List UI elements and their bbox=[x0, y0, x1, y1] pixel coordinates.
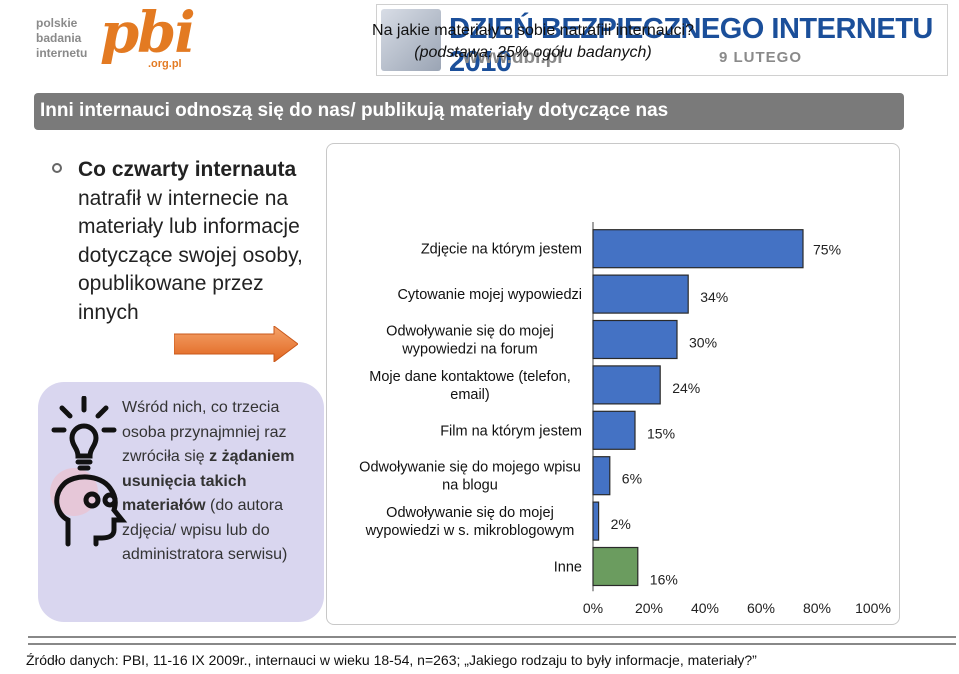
data-label-1: 34% bbox=[700, 289, 728, 305]
bullet-icon bbox=[52, 163, 62, 173]
data-label-2: 30% bbox=[689, 335, 717, 351]
chart-subtitle: (podstawa: 25% ogółu badanych) bbox=[414, 44, 652, 61]
bar-3 bbox=[592, 365, 661, 405]
bar-0 bbox=[592, 229, 804, 269]
banner-title: DZIEŃ BEZPIECZNEGO INTERNETU 2010 bbox=[449, 13, 933, 78]
category-label-4: Film na którym jestem bbox=[440, 423, 582, 439]
person-idea-icon bbox=[50, 396, 128, 547]
x-tick-label-4: 80% bbox=[803, 600, 831, 616]
banner-url: www.dbi.pl bbox=[463, 47, 563, 68]
data-label-7: 16% bbox=[650, 572, 678, 588]
x-tick-label-1: 20% bbox=[635, 600, 663, 616]
lead-bold: Co czwarty internauta bbox=[78, 158, 297, 181]
category-label-1: Cytowanie mojej wypowiedzi bbox=[397, 287, 582, 303]
bar-5 bbox=[592, 456, 611, 496]
bar-6 bbox=[592, 501, 600, 541]
category-label-5: Odwoływanie się do mojego wpisu na blogu bbox=[359, 460, 581, 494]
pbi-logo-mark: pbi bbox=[100, 0, 196, 66]
highlight-panel: Wśród nich, co trzecia osoba przynajmnie… bbox=[38, 382, 324, 622]
pbi-logo-domain: .org.pl bbox=[148, 58, 182, 70]
chart-title: Na jakie materiały o sobie natrafili int… bbox=[372, 22, 694, 39]
x-tick-label-5: 100% bbox=[855, 600, 891, 616]
banner-flag-icon bbox=[381, 9, 441, 71]
data-label-4: 15% bbox=[647, 425, 675, 441]
dbi-banner: DZIEŃ BEZPIECZNEGO INTERNETU 2010 www.db… bbox=[376, 4, 948, 78]
right-arrow-icon bbox=[174, 326, 298, 362]
bar-2 bbox=[592, 319, 678, 360]
panel-text: Wśród nich, co trzecia osoba przynajmnie… bbox=[122, 399, 295, 563]
category-label-3: Moje dane kontaktowe (telefon, email) bbox=[369, 369, 571, 403]
panel-bold: z żądaniem usunięcia takich materiałów bbox=[122, 448, 295, 514]
data-label-3: 24% bbox=[672, 380, 700, 396]
category-label-0: Zdjęcie na którym jestem bbox=[421, 242, 582, 258]
source-note: Źródło danych: PBI, 11-16 IX 2009r., int… bbox=[26, 652, 757, 668]
category-label-6: Odwoływanie się do mojej wypowiedzi w s. … bbox=[365, 505, 575, 539]
pbi-logo: polskie badania internetu pbi .org.pl bbox=[36, 0, 226, 74]
footer-rule-top bbox=[28, 636, 956, 638]
x-tick-label-0: 0% bbox=[583, 600, 603, 616]
x-tick-label-2: 40% bbox=[691, 600, 719, 616]
bar-4 bbox=[592, 410, 636, 450]
footer-rule-bottom bbox=[28, 643, 956, 645]
bar-1 bbox=[592, 274, 689, 314]
pbi-logo-small-text: polskie badania internetu bbox=[36, 16, 88, 60]
category-label-7: Inne bbox=[554, 560, 582, 576]
slide-title-bar: Inni internauci odnoszą się do nas/ publ… bbox=[34, 93, 904, 130]
bar-7 bbox=[592, 546, 639, 587]
banner-date: 9 LUTEGO bbox=[719, 49, 803, 66]
lead-rest: natrafił w internecie na materiały lub i… bbox=[78, 186, 303, 324]
slide-title: Inni internauci odnoszą się do nas/ publ… bbox=[40, 100, 669, 121]
data-label-0: 75% bbox=[813, 242, 841, 258]
category-label-2: Odwoływanie się do mojej wypowiedzi na fo… bbox=[386, 324, 554, 358]
data-label-6: 2% bbox=[611, 516, 631, 532]
x-tick-label-3: 60% bbox=[747, 600, 775, 616]
data-label-5: 6% bbox=[622, 471, 642, 487]
lead-text: Co czwarty internauta natrafił w interne… bbox=[78, 156, 318, 327]
